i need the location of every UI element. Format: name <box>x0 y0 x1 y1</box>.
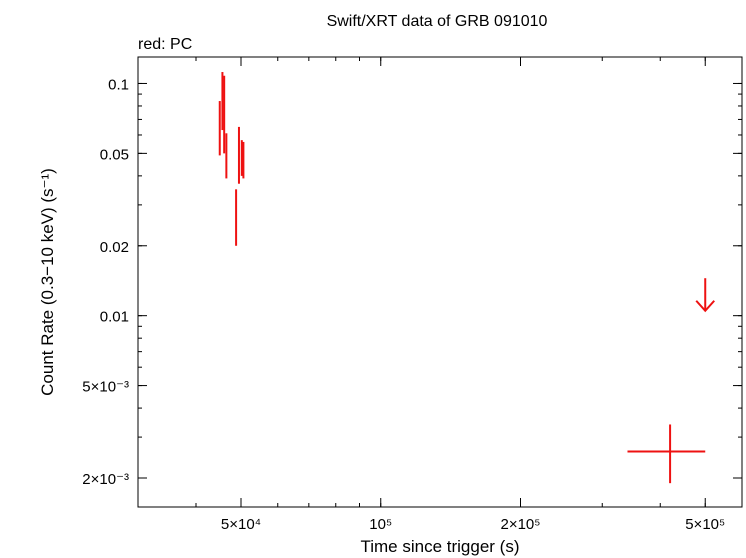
upper-limit-arrow-head <box>695 300 715 313</box>
data-point <box>225 133 228 179</box>
chart-subtitle: red: PC <box>138 36 192 53</box>
x-axis-label: Time since trigger (s) <box>360 537 519 556</box>
x-tick-label: 5×10⁵ <box>685 516 725 533</box>
plot-border <box>137 56 743 508</box>
data-point <box>221 72 224 131</box>
upper-limit <box>695 278 715 313</box>
y-tick-label: 2×10⁻³ <box>82 471 129 488</box>
y-tick-label: 0.05 <box>100 146 129 163</box>
y-tick-label: 5×10⁻³ <box>82 379 129 396</box>
data-series <box>218 72 715 484</box>
data-point <box>627 424 706 484</box>
x-tick-label: 2×10⁵ <box>500 516 540 533</box>
data-point <box>235 189 238 246</box>
chart-title: Swift/XRT data of GRB 091010 <box>327 13 548 30</box>
x-axis: 5×10⁴ 10⁵ 2×10⁵ 5×10⁵ <box>137 57 743 533</box>
data-point <box>237 126 240 184</box>
data-point <box>242 141 245 179</box>
data-point <box>223 75 226 154</box>
y-axis: 2×10⁻³ 5×10⁻³ 0.01 0.02 0.05 0.1 <box>82 76 742 488</box>
y-tick-label: 0.1 <box>108 76 129 93</box>
x-tick-label: 10⁵ <box>369 516 392 533</box>
plot-frame <box>137 56 743 508</box>
y-axis-label: Count Rate (0.3−10 keV) (s⁻¹) <box>38 168 57 396</box>
x-tick-label: 5×10⁴ <box>221 516 261 533</box>
y-tick-label: 0.02 <box>100 239 129 256</box>
data-point <box>218 101 221 156</box>
y-tick-label: 0.01 <box>100 309 129 326</box>
data-point <box>240 140 243 176</box>
